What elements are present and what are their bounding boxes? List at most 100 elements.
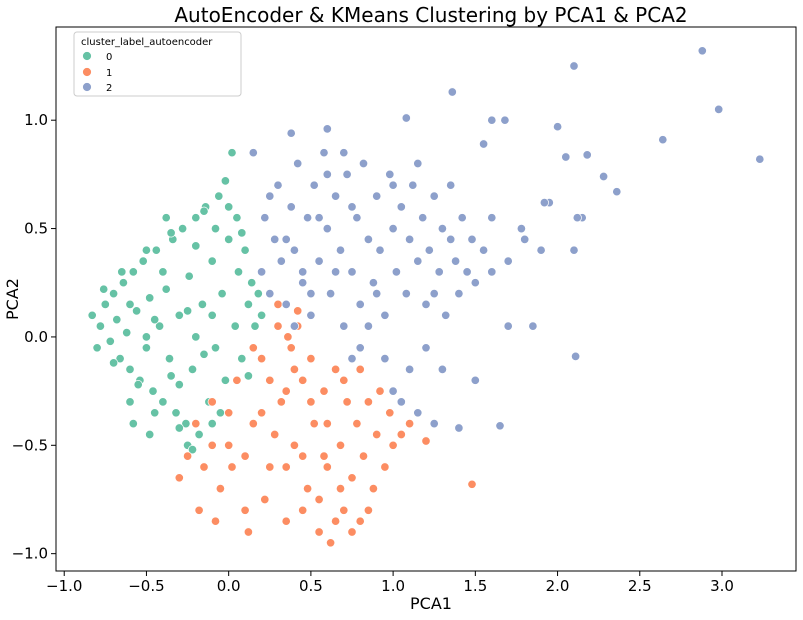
data-point-1-60	[322, 419, 332, 429]
data-point-2-98	[516, 224, 526, 234]
data-point-0-36	[214, 191, 224, 201]
data-point-1-30	[355, 516, 365, 526]
data-point-1-74	[283, 332, 293, 342]
data-point-1-48	[270, 429, 280, 440]
data-point-0-67	[191, 332, 201, 342]
data-point-1-71	[375, 386, 385, 396]
data-point-1-7	[248, 419, 258, 429]
data-point-2-89	[569, 61, 579, 71]
data-point-2-84	[658, 135, 668, 145]
data-point-2-24	[355, 299, 365, 309]
legend-title: cluster_label_autoencoder	[81, 37, 213, 48]
data-point-1-27	[342, 397, 352, 407]
data-point-1-55	[265, 375, 275, 385]
data-point-2-26	[363, 234, 373, 244]
data-point-1-31	[358, 451, 369, 461]
data-point-2-36	[405, 234, 415, 244]
plot-frame	[55, 26, 797, 572]
data-point-2-107	[265, 191, 275, 201]
data-point-2-113	[306, 289, 316, 299]
data-point-0-53	[166, 228, 176, 238]
data-point-2-102	[331, 267, 341, 277]
data-point-2-13	[309, 180, 319, 190]
data-point-2-88	[571, 351, 581, 361]
data-point-0-60	[174, 423, 184, 433]
data-point-0-50	[125, 397, 135, 407]
data-point-2-38	[413, 256, 423, 266]
data-point-0-49	[257, 310, 267, 320]
legend-marker-1	[82, 67, 92, 77]
data-point-2-109	[339, 148, 349, 158]
data-point-2-58	[396, 397, 406, 407]
data-point-0-80	[220, 176, 230, 186]
data-point-1-11	[276, 397, 286, 407]
data-point-2-104	[372, 289, 382, 299]
data-point-2-74	[536, 245, 546, 255]
data-point-0-17	[151, 245, 161, 255]
data-point-0-59	[133, 380, 143, 390]
data-point-0-83	[210, 224, 221, 234]
data-point-2-63	[437, 364, 447, 374]
data-point-1-20	[314, 527, 324, 537]
data-point-0-38	[220, 375, 230, 385]
data-point-0-3	[105, 336, 115, 346]
data-point-2-91	[487, 115, 497, 125]
data-point-1-70	[335, 484, 346, 494]
data-point-0-51	[141, 245, 151, 255]
x-axis: −1.0 −0.5 0.0 0.5 1.0 1.5 2.0 2.5 3.0	[46, 571, 734, 595]
data-point-1-6	[240, 505, 250, 515]
data-point-1-43	[194, 505, 204, 515]
data-point-0-21	[164, 354, 175, 364]
data-point-1-56	[248, 343, 258, 353]
data-point-0-63	[224, 202, 234, 212]
data-point-0-14	[141, 343, 151, 353]
x-tick-label-3: 0.5	[299, 577, 323, 595]
data-point-2-17	[326, 289, 336, 299]
data-point-2-83	[612, 187, 622, 197]
data-point-1-3	[215, 484, 225, 494]
data-point-2-0	[257, 267, 267, 277]
data-point-0-45	[243, 299, 253, 309]
data-point-1-2	[207, 397, 217, 407]
data-point-2-25	[358, 158, 369, 169]
x-tick-label-5: 1.5	[463, 577, 487, 595]
data-point-1-53	[347, 527, 357, 537]
data-point-0-29	[191, 213, 201, 223]
data-point-2-4	[273, 180, 283, 190]
data-point-2-114	[289, 321, 299, 331]
data-point-1-28	[347, 473, 357, 483]
data-point-1-16	[298, 375, 308, 385]
legend-label-2: 2	[106, 83, 112, 94]
data-point-0-73	[183, 306, 193, 316]
data-point-0-77	[128, 419, 138, 429]
data-point-2-55	[363, 321, 373, 331]
data-point-1-72	[385, 408, 395, 418]
data-point-1-57	[273, 321, 283, 331]
data-point-0-82	[243, 371, 253, 381]
data-point-0-70	[125, 299, 135, 309]
data-point-0-81	[237, 228, 247, 238]
data-point-2-39	[418, 213, 428, 223]
data-point-2-97	[539, 198, 549, 208]
data-point-0-65	[158, 267, 168, 277]
data-point-2-22	[347, 267, 357, 277]
data-point-2-82	[599, 171, 609, 182]
data-point-2-44	[437, 224, 447, 234]
data-point-2-66	[355, 343, 365, 353]
data-point-1-66	[207, 440, 217, 450]
data-point-2-2	[265, 289, 275, 299]
data-point-0-41	[230, 321, 240, 331]
data-point-1-29	[352, 419, 362, 429]
data-point-1-42	[183, 451, 193, 461]
data-point-0-24	[174, 310, 184, 320]
data-point-2-67	[405, 364, 415, 374]
data-point-0-40	[227, 148, 237, 158]
data-point-1-39	[421, 436, 431, 446]
data-point-2-29	[375, 245, 385, 255]
data-point-1-64	[240, 451, 250, 461]
data-point-0-25	[178, 224, 188, 234]
data-point-1-19	[309, 419, 319, 429]
data-point-2-69	[503, 321, 513, 331]
data-point-0-84	[161, 213, 171, 223]
data-point-1-50	[298, 451, 308, 461]
